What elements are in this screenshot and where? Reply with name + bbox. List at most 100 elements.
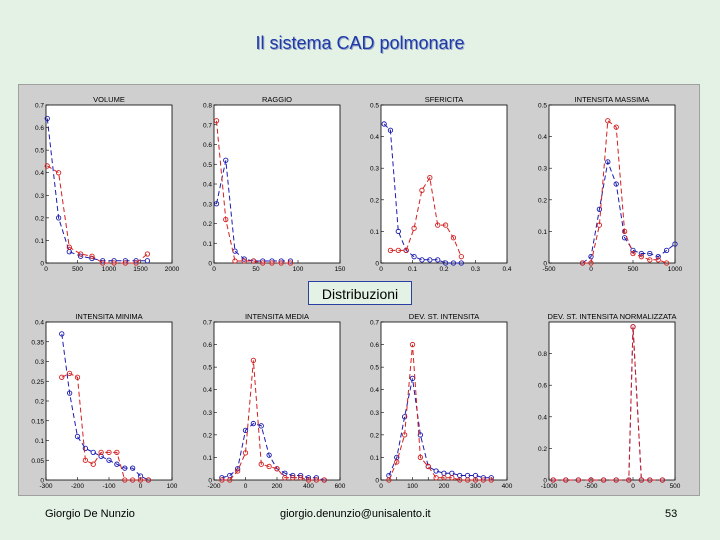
data-point-red (588, 477, 594, 483)
data-point-blue (395, 228, 401, 235)
y-tick-label: 0.5 (203, 365, 212, 372)
data-point-red (137, 477, 144, 483)
data-point-blue (66, 390, 73, 396)
data-point-red (133, 260, 139, 266)
chart-axes-box (548, 104, 676, 264)
y-tick-label: 0.1 (203, 455, 212, 462)
y-tick-label: 0.8 (203, 103, 212, 110)
data-point-red (596, 222, 603, 228)
series-line-red (47, 165, 148, 264)
chart-title: INTENSITA MEDIA (245, 312, 309, 321)
y-tick-label: 0.5 (203, 162, 212, 169)
data-point-red (278, 260, 284, 266)
data-point-blue (219, 475, 225, 481)
chart-title: DEV. ST. INTENSITA (409, 312, 479, 321)
x-tick-label: 100 (407, 483, 418, 490)
x-tick-label: -500 (542, 266, 555, 273)
data-point-red (305, 477, 312, 483)
chart-title: DEV. ST. INTENSITA NORMALIZZATA (548, 312, 677, 321)
data-point-red (287, 260, 294, 266)
chart-5: INTENSITA MINIMA 0 0.05 0.1 0.15 0.2 0.25 0.3 0.… (31, 312, 177, 490)
y-tick-label: 0.1 (35, 438, 44, 445)
x-tick-label: 200 (439, 483, 450, 490)
y-tick-label: 0 (375, 478, 379, 485)
series-line-red (390, 176, 462, 257)
y-tick-label: 0.4 (370, 134, 379, 141)
footer-author: Giorgio De Nunzio (45, 508, 135, 520)
data-point-blue (98, 453, 104, 459)
data-point-red (258, 461, 264, 467)
data-point-blue (605, 159, 611, 165)
y-tick-label: 0.3 (35, 359, 44, 366)
data-point-red (472, 477, 479, 483)
data-point-blue (55, 215, 62, 221)
x-tick-label: 400 (502, 483, 513, 490)
chart-axes-box (548, 321, 676, 481)
data-point-red (111, 260, 117, 266)
y-tick-label: 0.2 (203, 221, 212, 228)
data-point-blue (90, 449, 96, 455)
y-tick-label: 0.2 (35, 399, 44, 406)
data-point-blue (433, 468, 439, 474)
data-point-red (122, 260, 129, 266)
x-tick-label: 0 (379, 266, 383, 273)
y-tick-label: 0 (40, 478, 44, 485)
data-point-red (106, 449, 112, 455)
x-tick-label: 500 (628, 266, 639, 273)
data-point-blue (655, 254, 661, 260)
data-point-red (250, 258, 257, 264)
y-tick-label: 0.3 (203, 410, 212, 417)
data-point-red (213, 118, 220, 124)
data-point-red (401, 432, 408, 438)
data-point-red (550, 477, 556, 483)
data-point-red (638, 477, 645, 483)
data-point-red (90, 461, 96, 467)
slide-title: Il sistema CAD polmonare (255, 33, 465, 53)
y-tick-label: 0.5 (35, 148, 44, 155)
x-tick-label: 2000 (165, 266, 180, 273)
data-point-blue (100, 258, 106, 264)
data-point-red (223, 216, 229, 223)
data-point-red (387, 247, 394, 254)
data-point-red (659, 477, 666, 483)
data-point-red (395, 247, 401, 254)
data-point-red (457, 477, 463, 483)
data-point-red (100, 260, 106, 266)
series-line-blue (216, 160, 291, 262)
series-line-red (388, 344, 492, 481)
y-tick-label: 0.2 (370, 432, 379, 439)
y-tick-label: 0.2 (35, 215, 44, 222)
x-tick-label: 0 (212, 266, 216, 273)
x-tick-label: 0.3 (471, 266, 480, 273)
chart-8: DEV. ST. INTENSITA NORMALIZZATA 0 0.2 0.4 0.… (538, 312, 681, 490)
data-point-red (663, 260, 670, 266)
y-tick-label: 0 (543, 261, 547, 268)
y-tick-label: 0.2 (538, 197, 547, 204)
data-point-red (433, 475, 439, 481)
x-tick-label: -500 (584, 483, 597, 490)
x-tick-label: -300 (39, 483, 52, 490)
data-point-red (613, 477, 619, 483)
series-line-red (216, 120, 291, 264)
data-point-red (442, 222, 449, 228)
x-tick-label: 400 (303, 483, 314, 490)
y-tick-label: 0.7 (35, 103, 44, 110)
y-tick-label: 0.4 (370, 387, 379, 394)
data-point-blue (381, 121, 387, 127)
data-point-red (458, 254, 464, 260)
data-point-red (260, 260, 266, 266)
data-point-red (89, 253, 95, 259)
data-point-red (232, 258, 238, 264)
data-point-red (250, 357, 257, 364)
data-point-red (122, 477, 128, 483)
data-point-red (290, 475, 296, 481)
data-point-red (227, 477, 233, 483)
data-point-blue (213, 201, 220, 207)
x-tick-label: -1000 (541, 483, 558, 490)
data-point-red (626, 477, 632, 483)
chart-6: INTENSITA MEDIA 0 0.1 0.2 0.3 0.4 0.5 0.6 0.7 -20… (203, 312, 346, 490)
y-tick-label: 0.6 (370, 342, 379, 349)
y-tick-label: 0.1 (203, 241, 212, 248)
x-tick-label: 150 (335, 266, 346, 273)
data-point-red (129, 477, 136, 483)
